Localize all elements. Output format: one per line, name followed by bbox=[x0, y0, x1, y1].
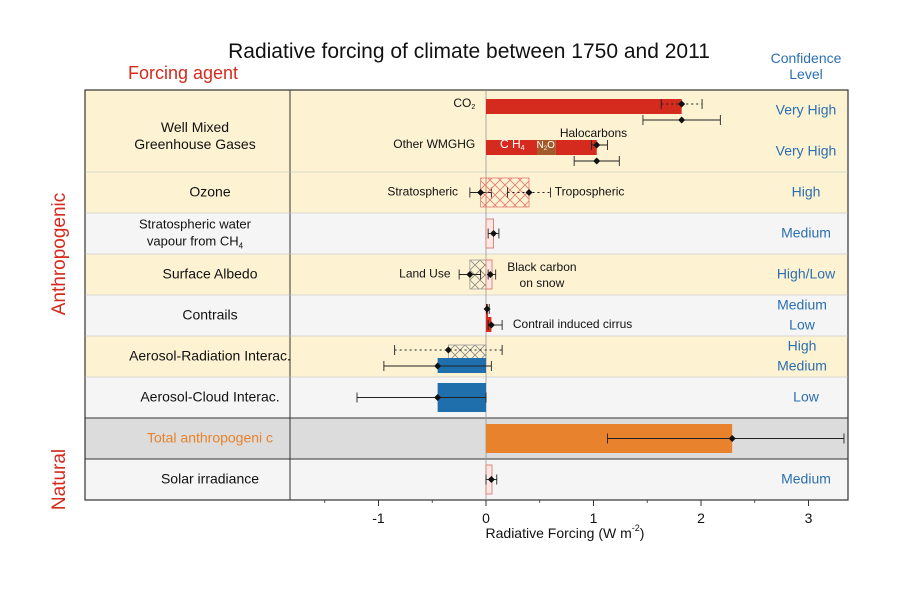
row-band bbox=[85, 459, 848, 500]
bar-annotation: Halocarbons bbox=[560, 126, 627, 140]
row-label-line2: Greenhouse Gases bbox=[134, 136, 255, 152]
row-label: Aerosol-Radiation Interac. bbox=[129, 347, 291, 363]
row-label-line1: Stratospheric water bbox=[139, 217, 252, 232]
best-estimate-marker bbox=[678, 116, 686, 124]
best-estimate-marker bbox=[466, 271, 474, 278]
best-estimate-marker bbox=[434, 394, 442, 401]
chart-title: Radiative forcing of climate between 175… bbox=[228, 40, 710, 63]
best-estimate-marker bbox=[593, 157, 601, 165]
confidence-value: High bbox=[792, 183, 821, 199]
forcing-bar bbox=[486, 140, 538, 155]
confidence-header-line2: Level bbox=[789, 66, 822, 82]
confidence-value: Medium bbox=[777, 296, 827, 312]
best-estimate-marker bbox=[434, 362, 442, 370]
bar-annotation: C H4 bbox=[500, 137, 525, 152]
row-band bbox=[85, 295, 848, 336]
best-estimate-marker bbox=[490, 230, 498, 237]
confidence-value: High bbox=[788, 337, 817, 353]
bar-annotation: CO2 bbox=[453, 96, 475, 111]
row-band bbox=[85, 172, 848, 213]
confidence-value: Very High bbox=[776, 101, 837, 117]
confidence-header-line1: Confidence bbox=[771, 50, 842, 66]
bar-annotation: Tropospheric bbox=[555, 185, 625, 199]
confidence-value: Medium bbox=[777, 357, 827, 373]
x-tick-label: 3 bbox=[805, 510, 813, 526]
forcing-bar-hatched bbox=[447, 344, 487, 361]
row-label: Contrails bbox=[182, 306, 237, 322]
row-label: Ozone bbox=[189, 183, 230, 199]
best-estimate-marker bbox=[728, 435, 736, 442]
best-estimate-marker bbox=[486, 271, 494, 278]
confidence-value: High/Low bbox=[777, 265, 836, 281]
forcing-agent-header: Forcing agent bbox=[128, 63, 238, 83]
best-estimate-marker bbox=[477, 189, 485, 196]
best-estimate-marker bbox=[678, 100, 686, 108]
bar-annotation: Black carbon bbox=[507, 260, 576, 274]
bar-annotation: N2O bbox=[537, 140, 556, 152]
group-label-natural: Natural bbox=[49, 449, 70, 510]
best-estimate-marker bbox=[487, 476, 495, 483]
forcing-bar bbox=[437, 358, 486, 373]
row-label: Total anthropogeni c bbox=[147, 429, 273, 445]
row-band bbox=[85, 131, 848, 172]
best-estimate-marker bbox=[593, 141, 601, 149]
group-label-anthropogenic: Anthropogenic bbox=[49, 193, 70, 316]
forcing-bar bbox=[486, 99, 682, 114]
x-tick-label: 0 bbox=[482, 510, 490, 526]
confidence-value: Low bbox=[793, 388, 820, 404]
row-band bbox=[85, 213, 848, 254]
row-label-line1: Well Mixed bbox=[161, 119, 229, 135]
bar-annotation: Stratospheric bbox=[387, 185, 458, 199]
confidence-value: Medium bbox=[781, 224, 831, 240]
bar-annotation: Land Use bbox=[399, 267, 451, 281]
forcing-bar bbox=[555, 140, 597, 155]
best-estimate-marker bbox=[444, 346, 452, 354]
best-estimate-marker bbox=[483, 305, 491, 313]
x-tick-label: -1 bbox=[372, 510, 385, 526]
x-axis-label: Radiative Forcing (W m-2) bbox=[486, 523, 645, 540]
bar-annotation: Contrail induced cirrus bbox=[513, 317, 632, 331]
best-estimate-marker bbox=[525, 189, 533, 196]
bar-annotation: Other WMGHG bbox=[393, 137, 475, 151]
row-label: Aerosol-Cloud Interac. bbox=[140, 388, 279, 404]
forcing-bar bbox=[537, 140, 556, 155]
row-label: Solar irradiance bbox=[161, 470, 259, 486]
row-label-line2: vapour from CH4 bbox=[147, 234, 244, 251]
best-estimate-marker bbox=[487, 321, 495, 329]
x-tick-label: 2 bbox=[697, 510, 705, 526]
x-tick-label: 1 bbox=[590, 510, 598, 526]
row-band bbox=[85, 90, 848, 131]
bar-annotation: on snow bbox=[520, 276, 565, 290]
row-label: Surface Albedo bbox=[163, 265, 258, 281]
confidence-value: Medium bbox=[781, 470, 831, 486]
confidence-value: Low bbox=[789, 316, 816, 332]
confidence-value: Very High bbox=[776, 142, 837, 158]
